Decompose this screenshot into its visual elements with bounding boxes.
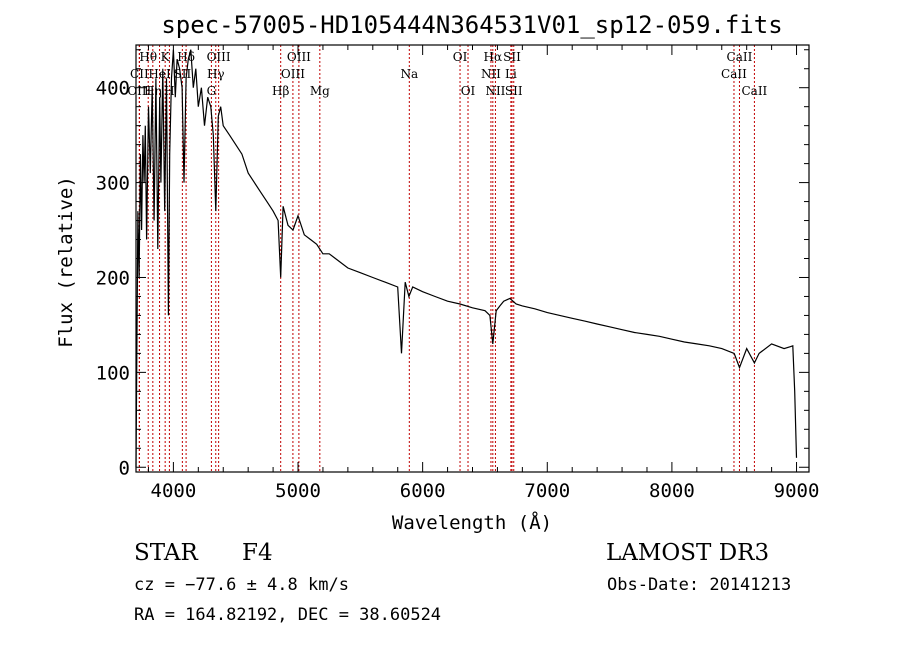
spectral-line-label: G: [207, 84, 217, 98]
coordinates-text: RA = 164.82192, DEC = 38.60524: [134, 605, 441, 625]
spectral-line-label: Hα: [484, 50, 503, 64]
y-tick-label: 200: [96, 267, 130, 289]
object-subclass: F4: [242, 540, 273, 566]
spectral-line-label: Na: [400, 67, 418, 81]
x-tick-label: 6000: [400, 480, 446, 502]
x-tick-label: 4000: [151, 480, 197, 502]
spectral-line-label: OI: [453, 50, 468, 64]
chart-title: spec-57005-HD105444N364531V01_sp12-059.f…: [161, 11, 782, 39]
redshift-text: cz = −77.6 ± 4.8 km/s: [134, 575, 349, 595]
survey-name: LAMOST DR3: [606, 540, 769, 566]
spectral-line-label: OIII: [281, 67, 305, 81]
spectral-line-label: Hδ: [177, 50, 195, 64]
spectral-line-label: NII: [481, 67, 501, 81]
flux-series-line: [135, 49, 798, 468]
spectral-line-label: CaII: [741, 84, 767, 98]
y-tick-label: 0: [119, 457, 130, 479]
spectral-line-label: CII: [130, 67, 149, 81]
spectral-line-label: Li: [505, 67, 517, 81]
obs-date: Obs-Date: 20141213: [607, 575, 791, 595]
spectral-line-label: Hθ: [139, 50, 157, 64]
spectral-line-markers: [138, 45, 755, 472]
spectral-line-label: SII: [503, 50, 521, 64]
x-tick-label: 8000: [649, 480, 695, 502]
spectral-line-label: OIII: [207, 50, 231, 64]
plot-frame: [135, 44, 810, 473]
y-tick-label: 300: [96, 173, 130, 195]
y-tick-label: 100: [96, 362, 130, 384]
spectral-line-label: Hβ: [272, 84, 289, 98]
y-axis-ticks: 0 100 200 300 400: [96, 49, 809, 479]
spectral-line-label: K: [161, 50, 171, 64]
spectral-line-label: H: [164, 84, 174, 98]
spectral-line-label: HeI: [148, 67, 171, 81]
x-tick-label: 5000: [275, 480, 321, 502]
spectral-line-label: SII: [505, 84, 523, 98]
y-tick-label: 400: [96, 78, 130, 100]
x-axis-label: Wavelength (Å): [392, 511, 552, 534]
spectral-line-label: Mg: [310, 84, 330, 98]
y-axis-label: Flux (relative): [55, 176, 77, 348]
x-axis-ticks: 4000 5000 6000 7000 8000 9000: [147, 45, 820, 502]
spectral-line-label: Hγ: [207, 67, 225, 81]
x-tick-label: 9000: [774, 480, 820, 502]
spectral-line-label: OIII: [287, 50, 311, 64]
spectral-line-label: NII: [485, 84, 505, 98]
spectral-line-label: CaII: [727, 50, 753, 64]
spectral-line-label: OI: [461, 84, 476, 98]
spectral-line-label: CaII: [721, 67, 747, 81]
object-class: STAR: [134, 540, 198, 566]
x-tick-label: 7000: [524, 480, 570, 502]
